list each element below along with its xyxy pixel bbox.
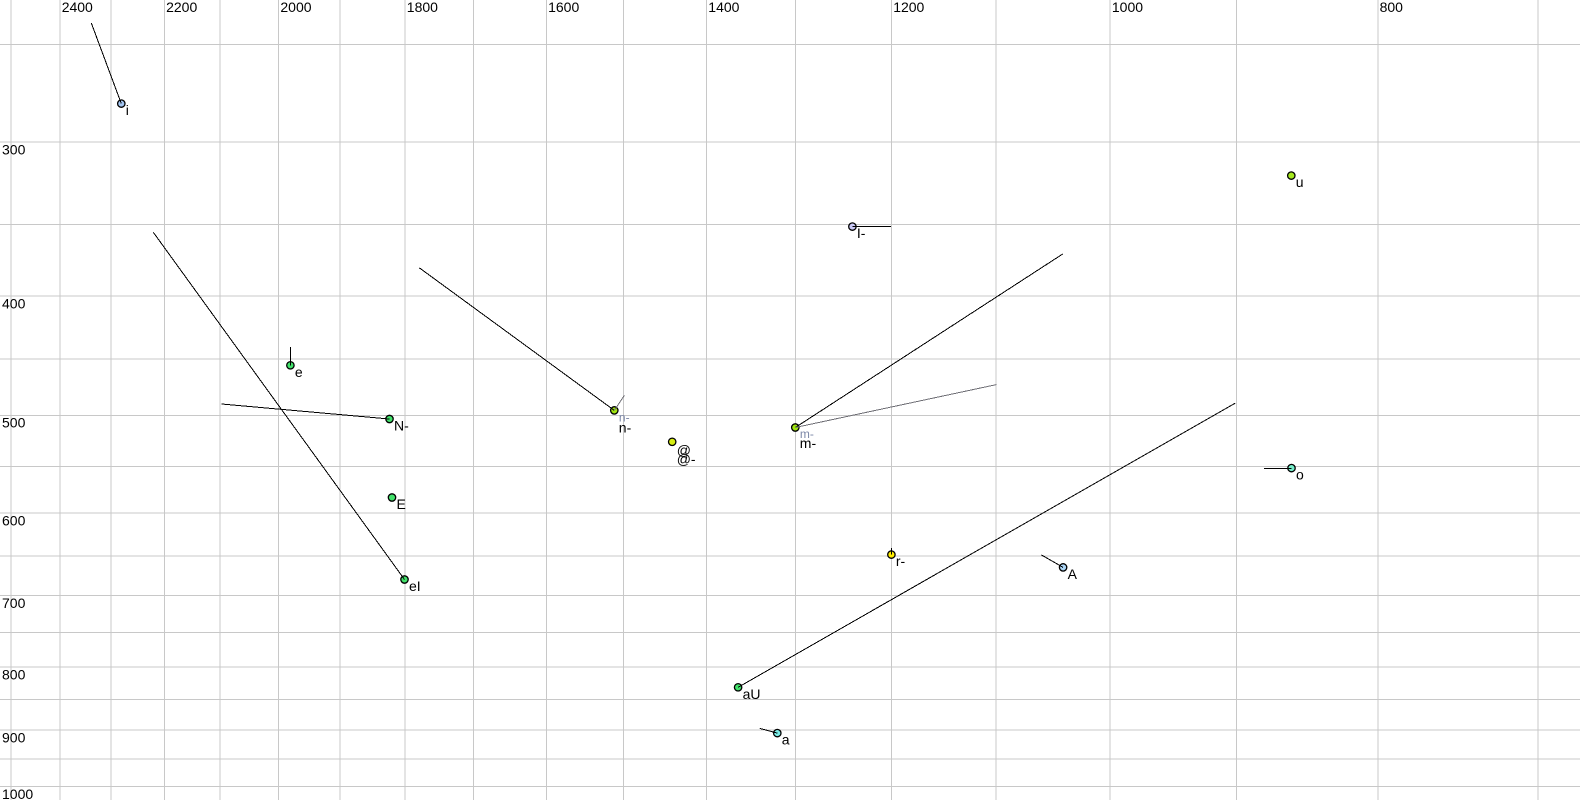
- svg-text:1800: 1800: [407, 0, 438, 15]
- svg-text:N-: N-: [394, 418, 409, 434]
- svg-text:600: 600: [2, 512, 26, 528]
- svg-text:400: 400: [2, 295, 26, 311]
- svg-text:2000: 2000: [280, 0, 311, 15]
- svg-text:2400: 2400: [62, 0, 93, 15]
- svg-text:1000: 1000: [2, 786, 33, 800]
- svg-text:2200: 2200: [166, 0, 197, 15]
- svg-text:900: 900: [2, 729, 26, 745]
- svg-text:1600: 1600: [548, 0, 579, 15]
- svg-text:300: 300: [2, 141, 26, 157]
- svg-text:r-: r-: [896, 553, 906, 569]
- svg-text:500: 500: [2, 415, 26, 431]
- svg-text:I-: I-: [857, 225, 866, 241]
- svg-text:700: 700: [2, 595, 26, 611]
- svg-text:@: @: [677, 442, 691, 458]
- svg-text:i: i: [126, 102, 129, 118]
- svg-text:m-: m-: [800, 435, 817, 451]
- svg-text:o: o: [1296, 467, 1304, 483]
- svg-text:A: A: [1068, 566, 1078, 582]
- svg-text:aU: aU: [743, 686, 761, 702]
- svg-text:n-: n-: [619, 410, 630, 424]
- svg-text:a: a: [782, 732, 790, 748]
- svg-text:1200: 1200: [893, 0, 924, 15]
- svg-text:800: 800: [2, 666, 26, 682]
- svg-text:@-: @-: [677, 451, 696, 467]
- svg-text:E: E: [397, 496, 406, 512]
- svg-text:e: e: [295, 364, 303, 380]
- svg-text:800: 800: [1380, 0, 1404, 15]
- svg-text:1000: 1000: [1112, 0, 1143, 15]
- svg-text:1400: 1400: [708, 0, 739, 15]
- svg-text:m-: m-: [800, 427, 814, 441]
- svg-text:eI: eI: [409, 578, 421, 594]
- svg-text:u: u: [1296, 174, 1304, 190]
- svg-text:n-: n-: [619, 419, 632, 435]
